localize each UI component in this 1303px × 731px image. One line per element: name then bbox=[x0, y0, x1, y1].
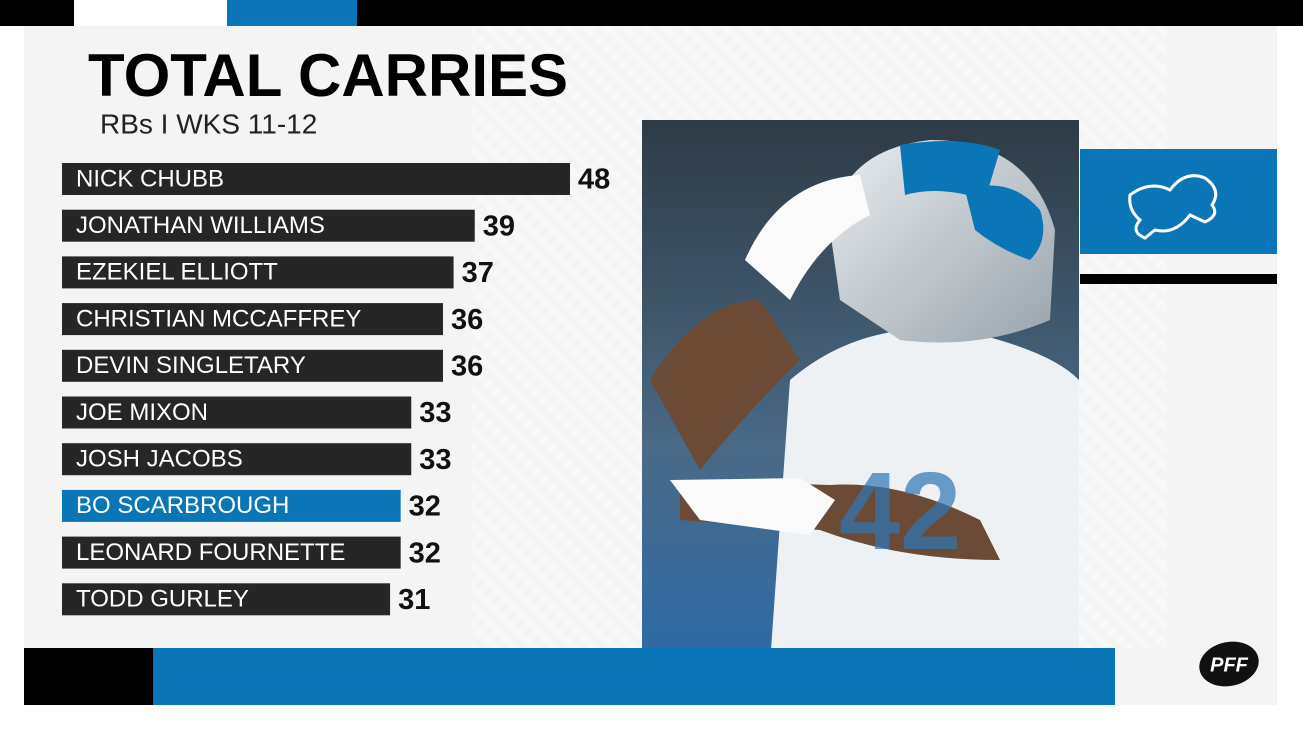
bar bbox=[62, 489, 401, 522]
bar-label: TODD GURLEY bbox=[76, 586, 249, 613]
bar-label: CHRISTIAN MCCAFFREY bbox=[76, 305, 361, 332]
arm bbox=[650, 300, 800, 470]
value-label: 32 bbox=[409, 537, 441, 569]
bar-label: JOE MIXON bbox=[76, 399, 208, 426]
bar-label: EZEKIEL ELLIOTT bbox=[76, 259, 278, 286]
bar-label: DEVIN SINGLETARY bbox=[76, 352, 306, 379]
jersey-number: 42 bbox=[839, 450, 961, 573]
bar-label: JONATHAN WILLIAMS bbox=[76, 212, 325, 239]
bar bbox=[62, 536, 401, 569]
value-label: 36 bbox=[451, 304, 483, 336]
value-label: 33 bbox=[419, 397, 451, 429]
helmet-stripe bbox=[900, 141, 1000, 200]
team-box bbox=[1080, 149, 1277, 254]
bar bbox=[62, 583, 391, 616]
bar bbox=[62, 256, 454, 289]
value-label: 31 bbox=[398, 584, 430, 616]
chart-title: TOTAL CARRIES bbox=[88, 42, 568, 109]
bar-label: BO SCARBROUGH bbox=[76, 492, 289, 519]
chart-subtitle: RBs I WKS 11-12 bbox=[100, 108, 317, 139]
value-label: 36 bbox=[451, 350, 483, 382]
team-logo bbox=[1128, 174, 1218, 240]
bar bbox=[62, 349, 443, 382]
bar bbox=[62, 163, 570, 195]
bar-label: NICK CHUBB bbox=[76, 165, 224, 192]
bar bbox=[62, 303, 443, 336]
jersey bbox=[770, 328, 1079, 664]
logo-text: PFF bbox=[1210, 654, 1249, 676]
glove bbox=[670, 478, 835, 535]
bar bbox=[62, 396, 412, 429]
team-rule bbox=[1080, 274, 1277, 284]
value-label: 33 bbox=[419, 444, 451, 476]
logo-badge bbox=[1199, 641, 1259, 687]
bars: NICK CHUBB 48 JONATHAN WILLIAMS 39 EZEKIEL E… bbox=[62, 163, 610, 616]
top-blue-block bbox=[227, 0, 357, 26]
value-label: 32 bbox=[409, 491, 441, 523]
value-label: 37 bbox=[462, 257, 494, 289]
bar bbox=[62, 209, 475, 242]
photo: 42 bbox=[642, 120, 1079, 664]
bar-label: LEONARD FOURNETTE bbox=[76, 539, 345, 566]
bar bbox=[62, 443, 412, 476]
top-white-block bbox=[74, 0, 227, 26]
bar-label: JOSH JACOBS bbox=[76, 446, 243, 473]
bottom-black-block bbox=[24, 648, 153, 705]
value-label: 48 bbox=[578, 164, 610, 196]
bottom-blue-block bbox=[153, 648, 1115, 705]
value-label: 39 bbox=[483, 210, 515, 242]
saluting-glove bbox=[745, 175, 870, 300]
helmet-logo bbox=[965, 185, 1044, 260]
